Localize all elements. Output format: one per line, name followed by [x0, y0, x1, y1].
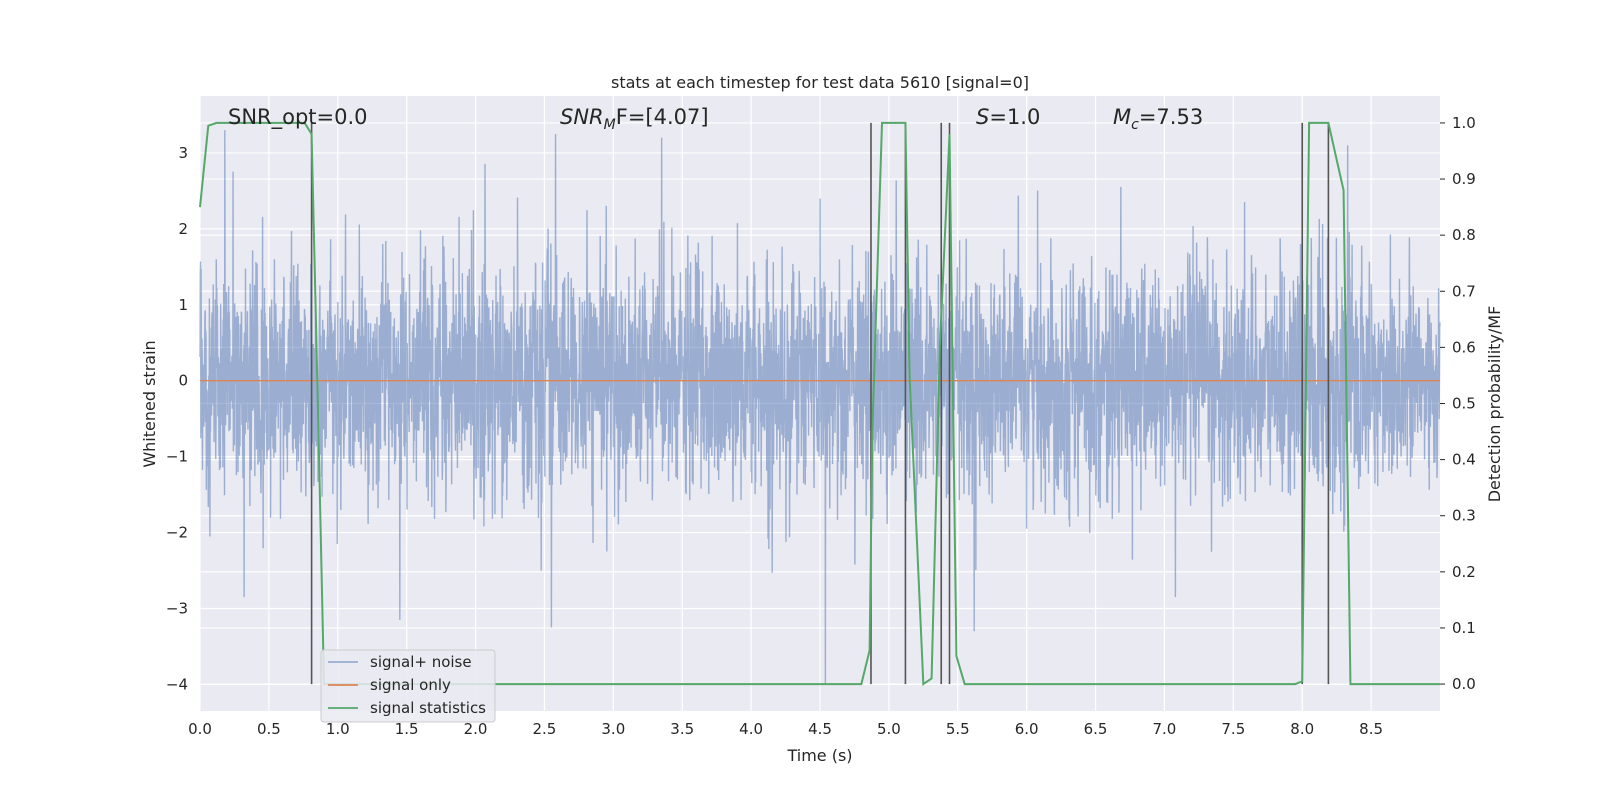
x-tick-label: 6.5	[1084, 720, 1108, 738]
y2-tick-label: 0.0	[1452, 675, 1476, 693]
y2-tick-label: 0.1	[1452, 619, 1476, 637]
x-tick-label: 7.5	[1221, 720, 1245, 738]
annotation-snr-opt: SNR_opt=0.0	[228, 105, 368, 130]
annotation-snr-mf-symbol: SNR	[560, 105, 604, 129]
x-tick-label: 1.5	[395, 720, 419, 738]
x-tick-label: 4.0	[739, 720, 763, 738]
y2-tick-label: 0.4	[1452, 451, 1476, 469]
annotation-mc-subscript: c	[1131, 117, 1139, 133]
y-tick-label: 2	[178, 220, 188, 238]
vertical-markers	[310, 122, 1330, 685]
y2-tick-label: 1.0	[1452, 114, 1476, 132]
annotation-snr-mf: SNRMF=[4.07]	[560, 105, 709, 133]
chart-title: stats at each timestep for test data 561…	[611, 73, 1029, 92]
noise-series	[199, 130, 1441, 685]
x-tick-label: 0.0	[188, 720, 212, 738]
y-tick-label: 3	[178, 144, 188, 162]
legend-box	[320, 649, 496, 723]
signal-statistics-line	[199, 121, 1440, 686]
noise-line	[199, 130, 1441, 685]
y-tick-label: −2	[166, 524, 188, 542]
y-tick-label: −1	[166, 448, 188, 466]
x-tick-label: 0.5	[257, 720, 281, 738]
x-tick-label: 4.5	[808, 720, 832, 738]
x-tick-label: 8.5	[1359, 720, 1383, 738]
y2-tick-label: 0.3	[1452, 507, 1476, 525]
x-axis-label: Time (s)	[786, 746, 852, 765]
legend-label-signal-statistics: signal statistics	[370, 699, 486, 717]
x-tick-label: 2.5	[533, 720, 557, 738]
y2-tick-label: 0.5	[1452, 395, 1476, 413]
y2-tick-label: 0.8	[1452, 226, 1476, 244]
legend-label-noise: signal+ noise	[370, 653, 472, 671]
x-tick-label: 8.0	[1290, 720, 1314, 738]
y2-tick-label: 0.2	[1452, 563, 1476, 581]
x-tick-label: 5.5	[946, 720, 970, 738]
annotation-s-value: =1.0	[989, 105, 1040, 129]
annotation-mc-value: =7.53	[1139, 105, 1203, 129]
annotation-mc: Mc=7.53	[1113, 105, 1203, 133]
y-tick-label: −3	[166, 600, 188, 618]
y2-axis-ticks: 0.0 0.1 0.2 0.3 0.4 0.5 0.6 0.7 0.8 0.9 1.0	[1440, 114, 1476, 693]
x-tick-label: 3.0	[601, 720, 625, 738]
x-tick-label: 3.5	[670, 720, 694, 738]
x-tick-label: 5.0	[877, 720, 901, 738]
legend-label-signal-only: signal only	[370, 676, 451, 694]
annotation-snr-mf-subscript: M	[604, 117, 616, 133]
y-axis-label: Whitened strain	[140, 340, 159, 467]
y-axis-ticks: −4 −3 −2 −1 0 1 2 3	[166, 144, 188, 693]
y2-tick-label: 0.9	[1452, 170, 1476, 188]
x-tick-label: 2.0	[464, 720, 488, 738]
x-axis-ticks: 0.0 0.5 1.0 1.5 2.0 2.5 3.0 3.5 4.0 4.5 5.0 5.5 6.0 6…	[188, 720, 1383, 738]
annotation-snr-mf-value: F=[4.07]	[616, 105, 709, 129]
signal-statistics-series	[199, 121, 1440, 686]
y-tick-label: −4	[166, 675, 188, 693]
y2-tick-label: 0.7	[1452, 282, 1476, 300]
annotation-s: S=1.0	[976, 105, 1040, 129]
x-tick-label: 6.0	[1015, 720, 1039, 738]
legend: signal+ noise signal only signal statist…	[320, 649, 496, 723]
x-tick-label: 7.0	[1153, 720, 1177, 738]
x-tick-label: 1.0	[326, 720, 350, 738]
annotation-s-symbol: S	[976, 105, 989, 129]
y2-axis-label: Detection probability/MF	[1485, 306, 1504, 503]
annotation-mc-symbol: M	[1113, 105, 1131, 129]
y2-tick-label: 0.6	[1452, 338, 1476, 356]
y-tick-label: 1	[178, 296, 188, 314]
y-tick-label: 0	[178, 372, 188, 390]
